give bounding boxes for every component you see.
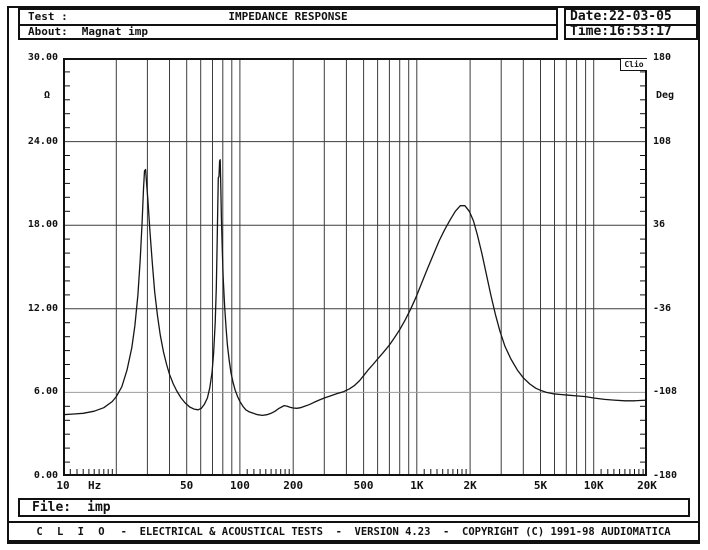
x-tick-label: 500 [353, 479, 374, 492]
y-right-tick-label: -108 [653, 386, 678, 398]
y-right-tick-label: 180 [653, 52, 672, 63]
clio-watermark: Clio [620, 59, 647, 71]
impedance-chart [62, 58, 648, 476]
y-right-tick-label: -180 [653, 470, 678, 481]
date-label: Date: [570, 9, 610, 24]
test-label: Test : [28, 10, 68, 23]
window-frame [7, 6, 700, 544]
footer-bar: C L I O - ELECTRICAL & ACOUSTICAL TESTS … [7, 521, 700, 542]
y-left-tick-label: 30.00 [27, 52, 58, 63]
x-tick-label: 10 [56, 479, 70, 492]
date-value: 22-03-05 [609, 9, 672, 24]
footer-text: - ELECTRICAL & ACOUSTICAL TESTS - VERSIO… [120, 525, 671, 538]
file-label: File: [32, 500, 72, 515]
y-right-tick-label: -36 [653, 302, 672, 314]
x-tick-label: 5K [533, 479, 548, 492]
y-left-tick-label: 12.00 [27, 302, 58, 314]
time-label: Time: [570, 24, 610, 39]
x-tick-label: 10K [583, 479, 604, 492]
y-right-tick-label: 36 [653, 219, 666, 231]
time-row: Time: 16:53:17 [566, 24, 696, 39]
time-value: 16:53:17 [609, 24, 672, 39]
y-left-tick-label: 18.00 [27, 219, 58, 231]
page-title: IMPEDANCE RESPONSE [228, 10, 348, 23]
x-tick-label: 20K [637, 479, 657, 492]
header-left-box: Test : IMPEDANCE RESPONSE About: Magnat … [18, 8, 558, 40]
x-tick-label: 1K [410, 479, 424, 492]
header-right-box: Date: 22-03-05 Time: 16:53:17 [564, 8, 698, 40]
x-unit-label: Hz [88, 479, 102, 492]
y-left-tick-label: 6.00 [33, 386, 58, 398]
about-value: Magnat imp [81, 25, 148, 38]
y-left-unit-label: Ω [43, 89, 50, 101]
file-bar: File: imp [18, 498, 690, 517]
x-tick-label: 200 [283, 479, 304, 492]
file-name: imp [87, 500, 111, 515]
y-left-tick-label: 24.00 [27, 135, 58, 147]
y-right-unit-label: Deg [656, 90, 675, 102]
test-row: Test : IMPEDANCE RESPONSE [20, 10, 556, 24]
y-left-tick-label: 0.00 [33, 470, 58, 481]
about-row: About: Magnat imp [20, 24, 556, 38]
about-label: About: [28, 25, 68, 38]
clio-brand: C L I O [36, 525, 109, 538]
impedance-curve [62, 159, 648, 417]
date-row: Date: 22-03-05 [566, 10, 696, 24]
x-tick-label: 2K [463, 479, 477, 492]
y-right-tick-label: 108 [653, 135, 672, 147]
x-tick-label: 50 [180, 479, 194, 492]
x-tick-label: 100 [229, 479, 250, 492]
chart-canvas [62, 58, 648, 476]
plot-border [63, 58, 647, 476]
